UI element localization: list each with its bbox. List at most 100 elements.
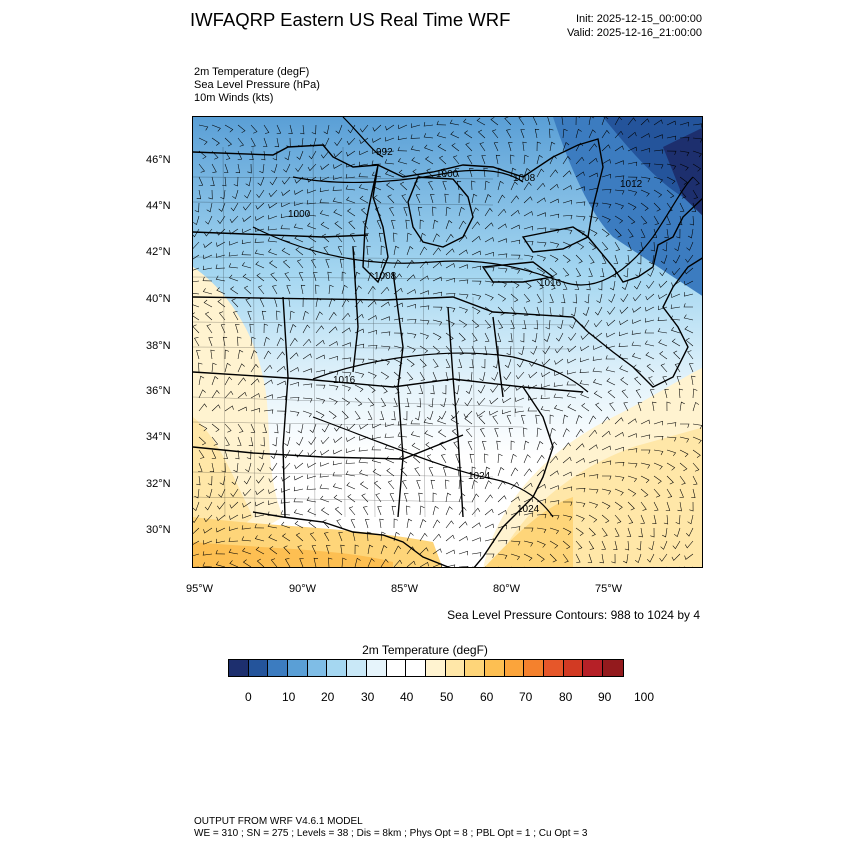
wind-barb xyxy=(497,553,508,560)
wind-barb xyxy=(367,558,375,567)
wind-barb xyxy=(685,337,694,347)
wind-barb xyxy=(536,182,546,191)
wind-barb xyxy=(672,254,681,264)
wind-barb xyxy=(510,280,520,289)
wind-barb xyxy=(203,299,213,308)
wind-barb xyxy=(432,291,443,297)
wind-barb xyxy=(406,246,414,256)
wind-barb xyxy=(208,337,213,347)
wind-barb xyxy=(458,249,468,256)
wind-barb xyxy=(666,488,673,498)
wind-barb xyxy=(193,514,200,523)
wind-barb xyxy=(372,468,382,477)
wind-barb xyxy=(679,462,688,472)
wind-barb xyxy=(367,272,375,282)
wind-barb xyxy=(489,410,499,416)
wind-barb xyxy=(332,460,343,466)
wind-barb xyxy=(315,397,326,404)
wind-barb xyxy=(376,220,382,230)
wind-barb xyxy=(445,263,455,269)
wind-barb xyxy=(497,319,504,329)
field-label-temperature: 2m Temperature (degF) xyxy=(194,66,310,78)
wind-barb xyxy=(601,416,610,425)
wind-barb xyxy=(224,150,231,160)
wind-barb xyxy=(250,393,260,399)
wind-barb xyxy=(588,429,598,438)
wind-barb xyxy=(471,250,481,256)
wind-barb xyxy=(347,494,356,503)
wind-barb xyxy=(256,189,265,198)
wind-barb xyxy=(445,319,455,327)
wind-barb xyxy=(289,397,300,402)
wind-barb xyxy=(419,305,430,310)
wind-barb xyxy=(371,160,382,165)
wind-barb xyxy=(211,362,217,373)
wind-barb xyxy=(627,514,634,524)
wind-barb xyxy=(432,206,437,217)
wind-barb xyxy=(397,421,408,426)
wind-barb xyxy=(471,221,480,230)
wind-barb xyxy=(397,146,408,152)
wind-barb xyxy=(581,403,590,412)
wind-barb xyxy=(657,316,668,322)
wind-barb xyxy=(313,272,318,282)
wind-barb xyxy=(484,280,495,287)
wind-barb xyxy=(293,486,304,492)
wind-barb xyxy=(575,117,581,126)
wind-barb xyxy=(458,279,469,284)
wind-barb xyxy=(257,176,265,186)
wind-barb xyxy=(245,298,252,308)
wind-barb xyxy=(549,414,554,425)
wind-barb xyxy=(237,363,245,373)
wind-barb xyxy=(302,310,309,321)
wind-barb xyxy=(614,514,622,524)
wind-barb xyxy=(237,377,246,386)
wind-barb xyxy=(298,272,304,282)
wind-barb xyxy=(203,527,213,534)
wind-barb xyxy=(194,337,200,347)
wind-barb xyxy=(601,174,611,179)
wind-barb xyxy=(588,157,598,165)
wind-barb xyxy=(469,453,475,464)
wind-barb xyxy=(588,540,595,550)
wind-barb xyxy=(510,553,521,561)
wind-barb xyxy=(692,401,700,412)
wind-barb xyxy=(510,167,517,178)
wind-barb xyxy=(653,475,662,484)
wind-barb xyxy=(614,501,623,510)
wind-barb xyxy=(678,215,683,226)
wind-barb xyxy=(562,486,573,491)
wind-barb xyxy=(232,189,239,200)
colorbar-swatch xyxy=(347,660,367,676)
wind-barb xyxy=(536,513,547,519)
wind-barb xyxy=(380,558,389,567)
wind-barb xyxy=(380,316,390,321)
wind-barb xyxy=(231,475,239,485)
wind-barb xyxy=(510,195,519,204)
wind-barb xyxy=(393,384,400,394)
wind-barb xyxy=(385,124,395,131)
wind-barb xyxy=(684,267,694,275)
wind-barb xyxy=(562,254,571,263)
wind-barb xyxy=(415,194,421,204)
wind-barb xyxy=(588,172,598,178)
wind-barb xyxy=(588,267,593,277)
wind-barb xyxy=(268,534,278,542)
wind-barb xyxy=(341,271,347,282)
wind-barb xyxy=(536,212,546,217)
model-info-line: OUTPUT FROM WRF V4.6.1 MODEL xyxy=(194,816,363,827)
wind-barb xyxy=(632,306,642,313)
wind-barb xyxy=(684,280,694,286)
wind-barb xyxy=(614,431,624,438)
wind-barb xyxy=(362,220,369,230)
wind-barb xyxy=(489,397,499,405)
colorbar-swatch xyxy=(504,660,525,676)
wind-barb xyxy=(562,527,572,536)
wind-barb xyxy=(649,389,655,399)
wind-barb xyxy=(203,514,213,523)
wind-barb xyxy=(497,167,503,178)
isobar-label: 1024 xyxy=(468,471,491,482)
wind-barb xyxy=(684,540,694,549)
wind-barb xyxy=(484,293,494,301)
wind-barb xyxy=(296,436,304,446)
